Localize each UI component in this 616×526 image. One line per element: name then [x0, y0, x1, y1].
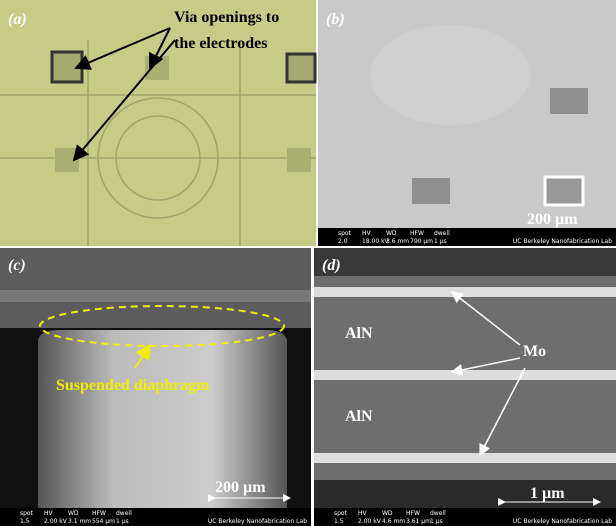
panel-a: (a) Via openings to the electrodes — [0, 0, 316, 246]
info-header: WD — [382, 510, 393, 517]
info-lab: UC Berkeley Nanofabrication Lab — [208, 518, 307, 525]
info-header: HV — [362, 230, 372, 237]
annotation: the electrodes — [174, 35, 267, 52]
annotation: Suspended diaphragm — [56, 377, 210, 394]
scale-bar-label: 200 µm — [215, 479, 266, 496]
scale-bar-label: 1 µm — [530, 485, 565, 502]
info-header: HV — [358, 510, 368, 517]
info-header: spot — [334, 510, 348, 517]
layer-label: AlN — [345, 408, 373, 425]
info-header: HFW — [410, 230, 424, 237]
info-header: HFW — [92, 510, 106, 517]
info-value: 2.0 — [338, 238, 348, 245]
info-header: dwell — [116, 510, 132, 517]
info-header: spot — [20, 510, 34, 517]
info-header: HV — [44, 510, 54, 517]
panel-label: (c) — [8, 257, 26, 274]
annotation: Via openings to — [174, 9, 279, 26]
info-value: 1 µs — [116, 518, 129, 525]
info-header: spot — [338, 230, 352, 237]
info-header: HFW — [406, 510, 420, 517]
layer-label: AlN — [345, 325, 373, 342]
panel-label: (b) — [326, 11, 345, 28]
info-value: 1.5 — [20, 518, 30, 525]
info-value: 2.00 kV — [358, 518, 382, 525]
panel-label: (a) — [8, 11, 27, 28]
scale-bar-label: 200 µm — [527, 211, 578, 228]
info-value: 1 µs — [434, 238, 447, 245]
panel-d: (d) AlN AlN Mo 1 µm — [314, 248, 616, 508]
info-value: 1.5 — [334, 518, 344, 525]
page: (a) Via openings to the electrodes (b) 2… — [0, 0, 616, 526]
info-lab: UC Berkeley Nanofabrication Lab — [513, 518, 612, 525]
info-value: 4.6 mm — [382, 518, 405, 525]
info-header: dwell — [430, 510, 446, 517]
info-value: 790 µm — [410, 238, 433, 245]
info-value: 554 µm — [92, 518, 115, 525]
panel-c: (c) Suspended diaphragm 200 µm — [0, 248, 311, 508]
info-lab: UC Berkeley Nanofabrication Lab — [513, 238, 612, 245]
panel-b: (b) 200 µm — [318, 0, 616, 234]
panel-label: (d) — [322, 257, 341, 274]
info-value: 3.61 µm — [406, 518, 431, 525]
info-header: WD — [386, 230, 397, 237]
info-header: dwell — [434, 230, 450, 237]
info-header: WD — [68, 510, 79, 517]
figure: (a) Via openings to the electrodes (b) 2… — [0, 0, 616, 526]
info-value: 3.1 mm — [68, 518, 91, 525]
info-value: 1 µs — [430, 518, 443, 525]
info-value: 2.00 kV — [44, 518, 68, 525]
info-value: 3.6 mm — [386, 238, 409, 245]
electrode-label: Mo — [523, 343, 546, 360]
